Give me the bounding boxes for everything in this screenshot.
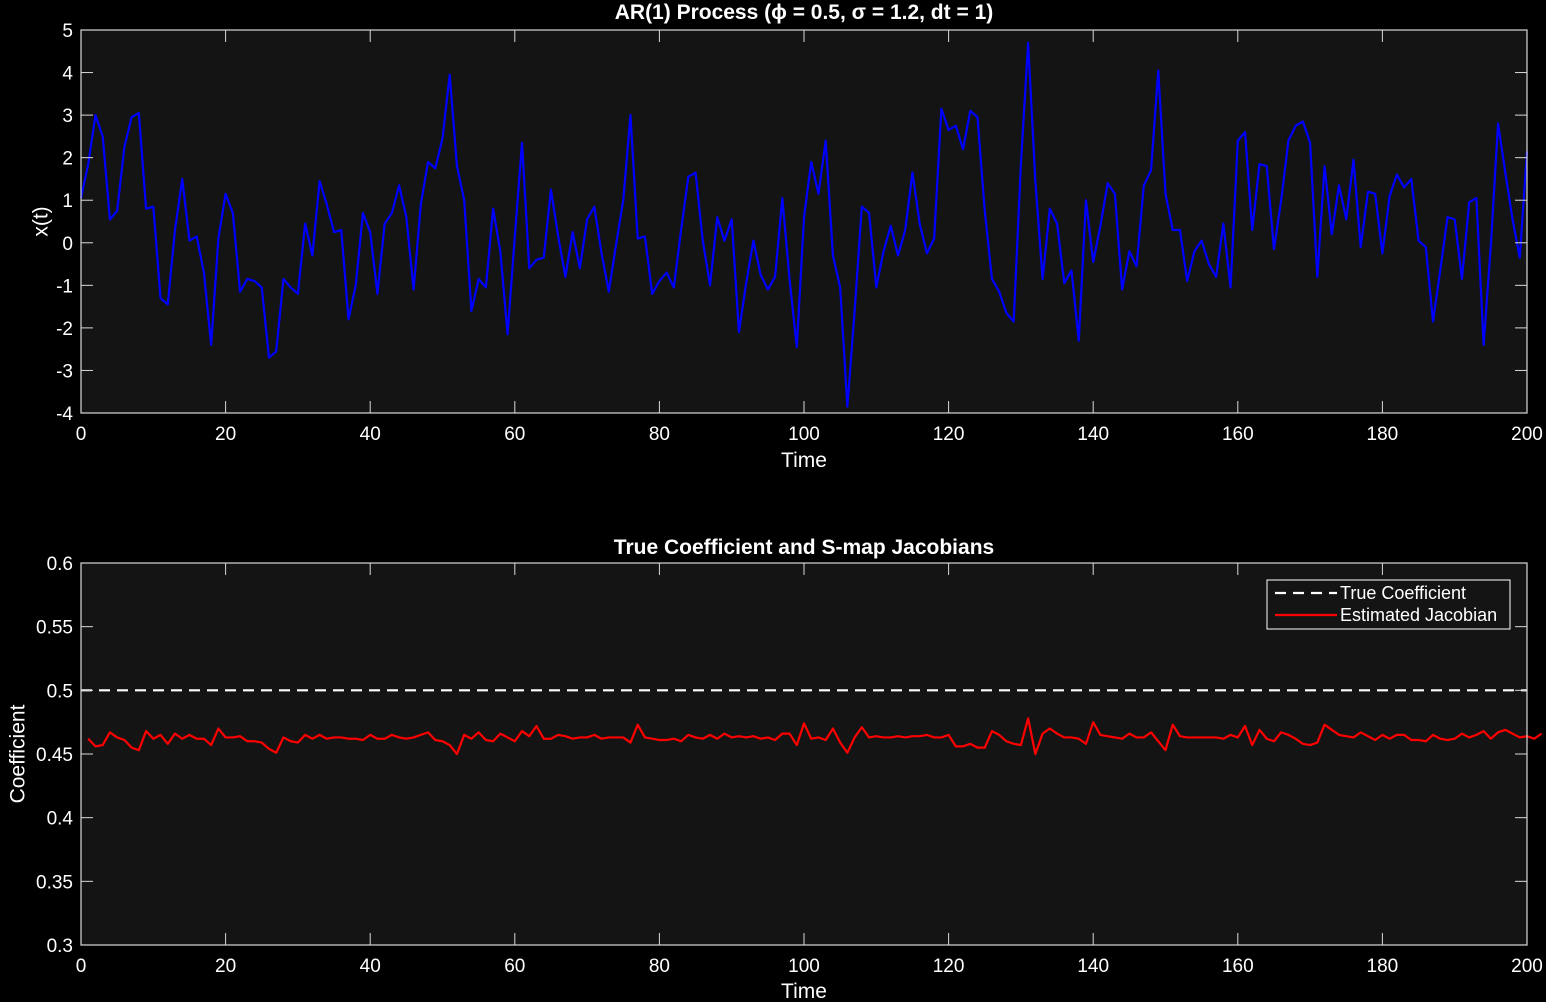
- chart-title: True Coefficient and S-map Jacobians: [614, 536, 994, 559]
- y-tick-label: 0: [62, 234, 73, 255]
- y-tick-label: 0.6: [47, 554, 73, 575]
- y-tick-label: 0.5: [47, 681, 73, 702]
- y-tick-label: 0.45: [36, 745, 73, 766]
- x-tick-label: 140: [1077, 424, 1109, 445]
- x-tick-label: 180: [1367, 956, 1399, 977]
- y-tick-label: -4: [56, 404, 73, 425]
- y-tick-label: -3: [56, 361, 73, 382]
- x-tick-label: 20: [215, 424, 236, 445]
- x-tick-label: 40: [360, 956, 381, 977]
- x-tick-label: 20: [215, 956, 236, 977]
- x-tick-label: 60: [504, 956, 525, 977]
- x-tick-label: 160: [1222, 424, 1254, 445]
- axes-layer: 0 20 40 60 80 100 120 140 160 180 200 0.6 0.55 0.5 0.4…: [36, 554, 1543, 977]
- legend: True Coefficient Estimated Jacobian: [1266, 579, 1511, 630]
- x-tick-label: 180: [1367, 424, 1399, 445]
- x-tick-label: 140: [1077, 956, 1109, 977]
- x-tick-label: 80: [649, 956, 670, 977]
- y-tick-label: 5: [62, 21, 73, 42]
- x-tick-label: 100: [788, 424, 820, 445]
- y-tick-label: -2: [56, 319, 73, 340]
- x-tick-label: 0: [76, 956, 87, 977]
- y-axis-label: x(t): [30, 206, 53, 236]
- chart-coefficient-jacobians: True Coefficient and S-map Jacobians Tim…: [7, 536, 1543, 1002]
- x-tick-label: 160: [1222, 956, 1254, 977]
- y-tick-label: 0.35: [36, 872, 73, 893]
- y-tick-label: 0.4: [47, 809, 74, 830]
- x-tick-label: 0: [76, 424, 87, 445]
- y-axis-label: Coefficient: [7, 704, 30, 803]
- x-tick-label: 60: [504, 424, 525, 445]
- legend-label-true-coefficient: True Coefficient: [1340, 583, 1466, 603]
- x-tick-label: 200: [1511, 424, 1543, 445]
- axes-layer: 0 20 40 60 80 100 120 140 160 180 200 5 4 3 2 1 0 -1 -2 -3 -…: [56, 21, 1543, 445]
- y-tick-label: 3: [62, 106, 73, 127]
- chart-ar1-process: AR(1) Process (ϕ = 0.5, σ = 1.2, dt = 1)…: [30, 1, 1543, 472]
- series-line-estimated-jacobian: [87, 717, 1543, 756]
- series-layer: [81, 689, 1543, 756]
- x-tick-label: 100: [788, 956, 820, 977]
- y-tick-label: 2: [62, 149, 73, 170]
- x-tick-label: 40: [360, 424, 381, 445]
- y-tick-label: 4: [62, 64, 73, 85]
- chart-title: AR(1) Process (ϕ = 0.5, σ = 1.2, dt = 1): [615, 1, 994, 24]
- x-tick-label: 200: [1511, 956, 1543, 977]
- y-tick-label: -1: [56, 276, 73, 297]
- series-line-x-t: [79, 41, 1529, 408]
- y-tick-label: 0.3: [47, 936, 73, 957]
- x-axis-label: Time: [781, 449, 827, 472]
- series-layer: [79, 41, 1529, 408]
- x-tick-label: 120: [933, 424, 965, 445]
- legend-label-estimated-jacobian: Estimated Jacobian: [1340, 605, 1497, 625]
- legend-box: [1266, 579, 1511, 630]
- x-tick-label: 120: [933, 956, 965, 977]
- x-axis-label: Time: [781, 980, 827, 1002]
- x-tick-label: 80: [649, 424, 670, 445]
- y-tick-label: 0.55: [36, 618, 73, 639]
- y-tick-label: 1: [62, 191, 73, 212]
